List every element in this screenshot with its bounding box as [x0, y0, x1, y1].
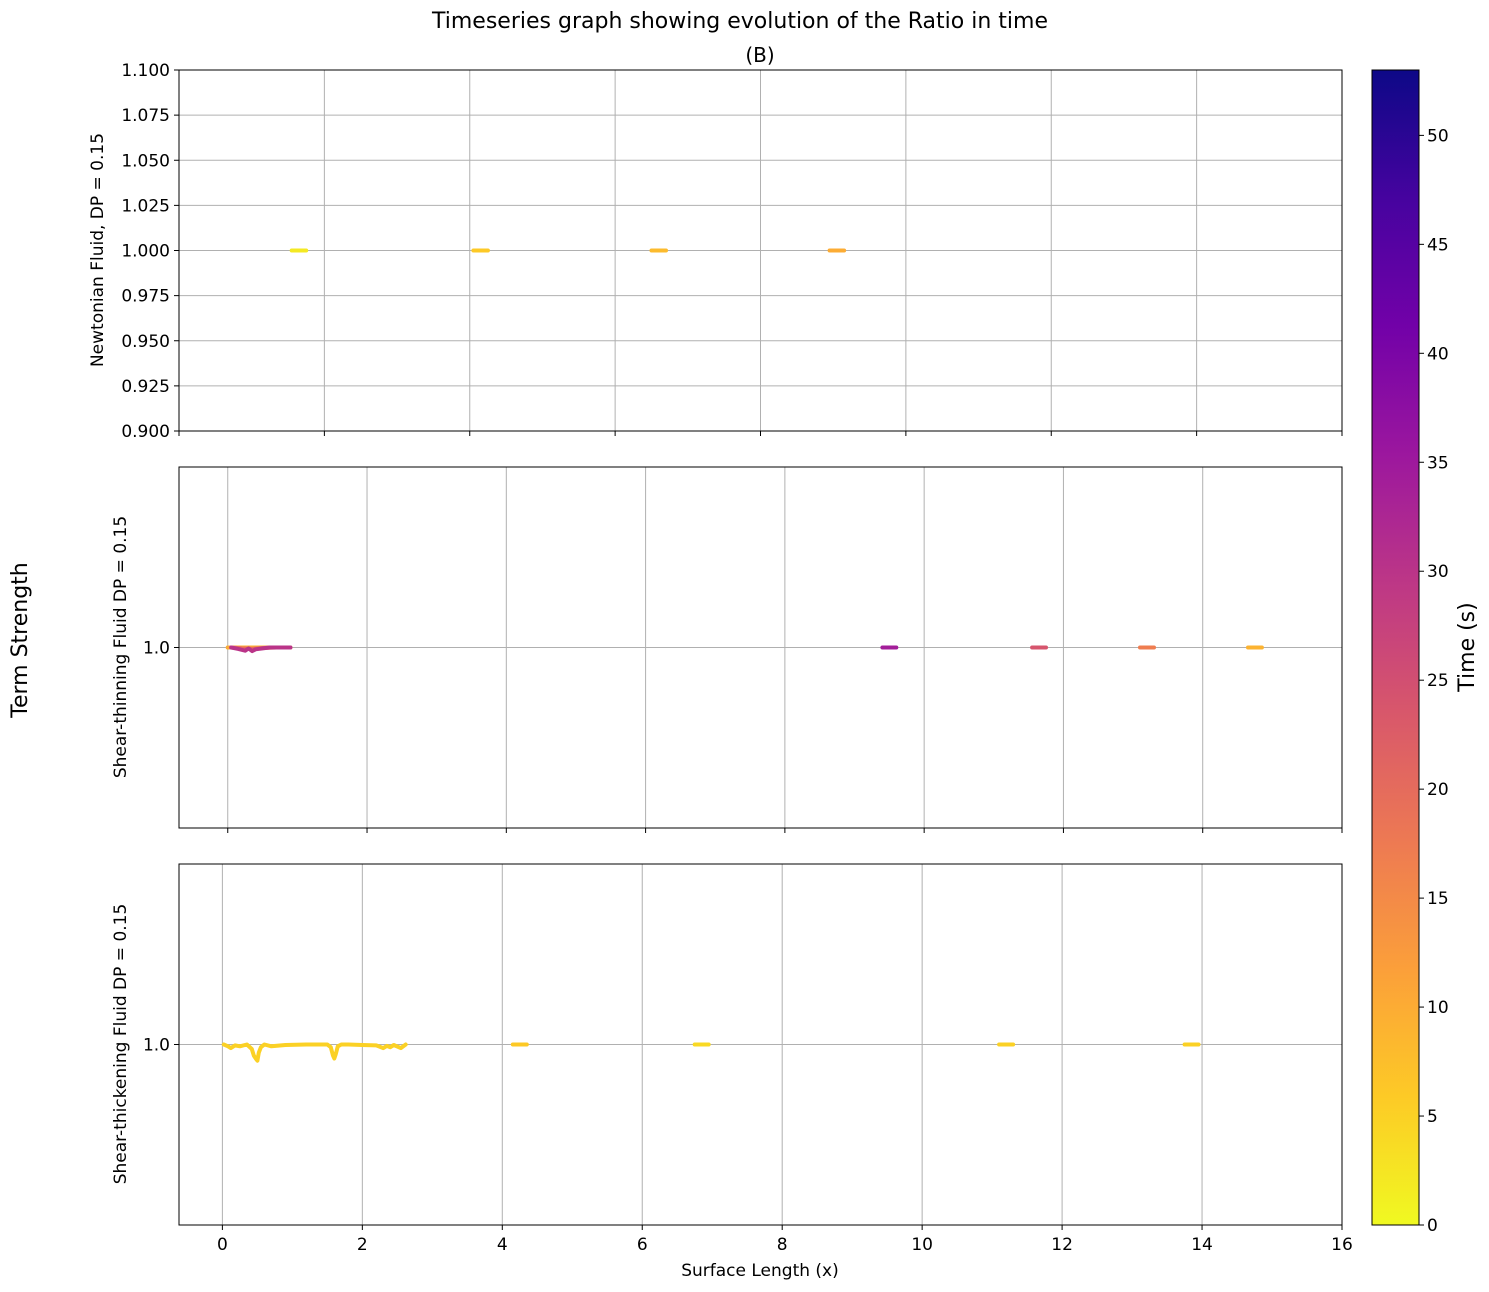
- panel-newtonian-ylabel: Newtonian Fluid, DP = 0.15: [88, 133, 108, 367]
- panel-newtonian-frame: [178, 69, 1343, 432]
- panel-shear-thinning-ylabel: Shear-thinning Fluid DP = 0.15: [111, 516, 131, 778]
- x-tick-label: 12: [1051, 1235, 1073, 1255]
- panel-shear-thickening-ylabel: Shear-thickening Fluid DP = 0.15: [111, 904, 131, 1185]
- y-tick-label: 0.925: [121, 377, 170, 397]
- panel-newtonian-title: (B): [745, 43, 774, 67]
- panel-shear-thinning-frame: [178, 466, 1343, 829]
- x-tick-label: 4: [497, 1235, 508, 1255]
- y-tick-label: 1.100: [121, 61, 170, 81]
- colorbar-tick-label: 45: [1427, 235, 1449, 255]
- colorbar-tick-label: 50: [1427, 126, 1449, 146]
- y-tick-label: 1.0: [143, 1036, 170, 1056]
- colorbar: 0 5 10 15 20 25 30 35 40 45 50 Time (s): [1371, 69, 1480, 1236]
- figure-title: Timeseries graph showing evolution of th…: [431, 9, 1048, 34]
- figure-sup-ylabel: Term Strength: [8, 562, 33, 718]
- y-tick-label: 1.075: [121, 106, 170, 126]
- colorbar-label: Time (s): [1455, 602, 1480, 692]
- colorbar-tick-label: 35: [1427, 453, 1449, 473]
- x-tick-label: 0: [217, 1235, 228, 1255]
- y-tick-label: 0.900: [121, 422, 170, 442]
- colorbar-tick-label: 0: [1427, 1216, 1438, 1236]
- colorbar-tick-label: 5: [1427, 1107, 1438, 1127]
- colorbar-tick-label: 10: [1427, 998, 1449, 1018]
- x-tick-label: 14: [1191, 1235, 1213, 1255]
- colorbar-tick-label: 15: [1427, 889, 1449, 909]
- colorbar-tick-label: 40: [1427, 344, 1449, 364]
- y-tick-label: 0.950: [121, 332, 170, 352]
- series-line: [221, 1042, 408, 1063]
- y-tick-label: 1.0: [143, 639, 170, 659]
- x-tick-label: 6: [637, 1235, 648, 1255]
- colorbar-gradient: [1371, 69, 1420, 1226]
- panel-shear-thickening-xlabel: Surface Length (x): [681, 1261, 839, 1281]
- colorbar-tick-label: 30: [1427, 562, 1449, 582]
- panel-shear-thickening-frame: [178, 863, 1343, 1226]
- x-tick-label: 2: [357, 1235, 368, 1255]
- panel-shear-thickening: Shear-thickening Fluid DP = 0.15 0 2 4 6 8 10…: [111, 863, 1353, 1281]
- x-tick-label: 16: [1331, 1235, 1353, 1255]
- colorbar-tick-label: 25: [1427, 671, 1449, 691]
- x-tick-label: 10: [911, 1235, 933, 1255]
- y-tick-label: 1.025: [121, 196, 170, 216]
- y-tick-label: 1.000: [121, 242, 170, 262]
- y-tick-label: 1.050: [121, 151, 170, 171]
- panel-newtonian: (B) Newtonian Fluid, DP = 0.15 0.900 0.92…: [88, 43, 1343, 442]
- colorbar-tick-label: 20: [1427, 780, 1449, 800]
- y-tick-label: 0.975: [121, 287, 170, 307]
- x-tick-label: 8: [777, 1235, 788, 1255]
- panel-shear-thinning: Shear-thinning Fluid DP = 0.15 1.0: [111, 466, 1343, 833]
- series-line: [229, 645, 293, 654]
